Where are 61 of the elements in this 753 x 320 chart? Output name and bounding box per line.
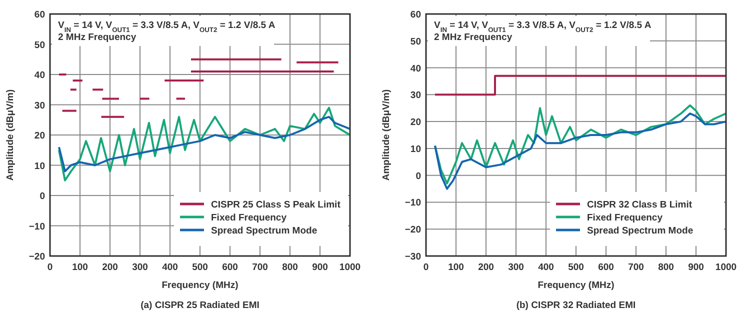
y-tick-label: 30 xyxy=(34,100,45,112)
x-tick-label: 800 xyxy=(282,262,298,273)
y-axis-title: Amplitude (dBμV/m) xyxy=(5,89,16,181)
x-tick-label: 500 xyxy=(568,262,584,273)
line-series xyxy=(58,116,351,172)
legend-label: CISPR 32 Class B Limit xyxy=(587,200,693,210)
y-tick-label: −10 xyxy=(28,221,45,232)
y-tick-label: 50 xyxy=(34,40,45,51)
y-tick-label: −20 xyxy=(404,224,421,236)
legend-label: Spread Spectrum Mode xyxy=(587,226,694,236)
annotation: V$_{IN}$ = 14 V, V$_{OUT1}$ = 3.3 V/8.5 A, V$_{OUT2}$ = 1.2 V/8.5 A xyxy=(58,20,276,34)
y-tick-label: 30 xyxy=(410,90,421,102)
legend-label: Fixed Frequency xyxy=(587,212,664,224)
y-tick-label: −10 xyxy=(404,198,421,209)
legend-label: Spread Spectrum Mode xyxy=(211,226,318,236)
annotation: 2 MHz Frequency xyxy=(434,32,513,43)
y-tick-label: 60 xyxy=(410,10,421,20)
x-tick-label: 1000 xyxy=(339,262,361,273)
legend-label: Fixed Frequency xyxy=(211,212,288,224)
x-tick-label: 200 xyxy=(102,262,118,273)
x-tick-label: 300 xyxy=(132,262,148,273)
x-axis-title: Frequency (MHz) xyxy=(538,280,614,291)
x-tick-label: 600 xyxy=(598,262,614,273)
x-tick-label: 0 xyxy=(47,262,53,273)
x-tick-label: 1000 xyxy=(715,262,737,273)
x-tick-label: 900 xyxy=(688,262,704,273)
y-tick-label: 20 xyxy=(410,117,421,128)
legend-label: CISPR 25 Class S Peak Limit xyxy=(211,200,342,210)
y-tick-label: 40 xyxy=(34,70,45,81)
line-series xyxy=(434,112,727,190)
y-tick-label: −30 xyxy=(404,252,421,262)
x-tick-label: 700 xyxy=(628,262,644,273)
x-tick-label: 400 xyxy=(162,262,178,273)
y-tick-label: 10 xyxy=(34,160,45,172)
x-tick-label: 500 xyxy=(192,262,208,273)
text: (a) CISPR 25 Radiated EMI xyxy=(140,300,260,311)
x-tick-label: 200 xyxy=(478,262,494,273)
x-tick-label: 400 xyxy=(538,262,554,273)
y-tick-label: 40 xyxy=(410,63,421,74)
x-tick-label: 300 xyxy=(508,262,524,273)
y-tick-label: 0 xyxy=(40,191,45,202)
y-tick-label: −20 xyxy=(28,252,45,262)
y-tick-label: 60 xyxy=(34,10,45,20)
y-tick-label: 0 xyxy=(416,170,421,182)
x-tick-label: 600 xyxy=(222,262,238,273)
x-tick-label: 100 xyxy=(448,262,464,273)
annotation: 2 MHz Frequency xyxy=(58,32,137,43)
x-tick-label: 800 xyxy=(658,262,674,273)
annotation: V$_{IN}$ = 14 V, V$_{OUT1}$ = 3.3 V/8.5 A, V$_{OUT2}$ = 1.2 V/8.5 A xyxy=(434,20,652,34)
y-tick-label: 20 xyxy=(34,130,45,142)
x-tick-label: 700 xyxy=(252,262,268,273)
y-axis-title: Amplitude (dBμV/m) xyxy=(381,89,392,181)
y-tick-label: 10 xyxy=(410,144,421,155)
text: (b) CISPR 32 Radiated EMI xyxy=(516,300,636,311)
x-tick-label: 0 xyxy=(423,262,429,273)
x-tick-label: 900 xyxy=(312,262,328,273)
line-series xyxy=(58,106,351,182)
x-tick-label: 100 xyxy=(72,262,88,273)
y-tick-label: 50 xyxy=(410,36,421,48)
x-axis-title: Frequency (MHz) xyxy=(162,280,238,291)
line-series xyxy=(434,104,727,184)
